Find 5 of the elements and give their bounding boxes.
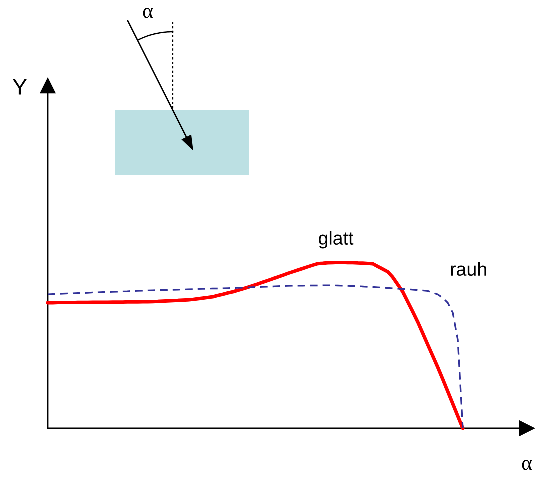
text: α (143, 8, 153, 18)
series-label: rauh (451, 262, 486, 276)
text: Y (13, 79, 27, 95)
series-label: glatt (319, 231, 354, 249)
x-axis-title: α (522, 460, 532, 470)
